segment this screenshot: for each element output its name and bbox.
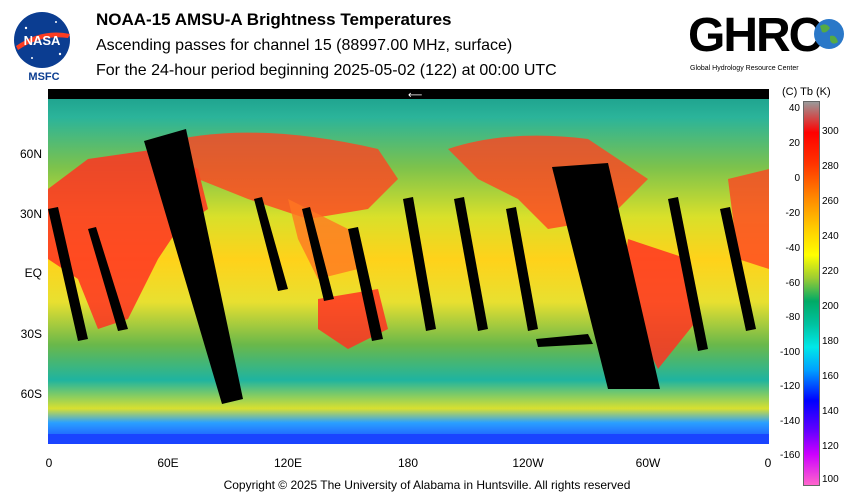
swath-gap (48, 207, 88, 341)
swath-gap (254, 197, 288, 291)
cb-celsius-tick: -140 (779, 416, 800, 427)
cb-kelvin-tick: 260 (822, 196, 839, 207)
land-asia (158, 132, 398, 219)
cb-kelvin-tick: 120 (822, 441, 839, 452)
cb-kelvin-tick: 160 (822, 371, 839, 382)
swath-gap (88, 227, 128, 331)
cb-celsius-tick: -80 (785, 312, 800, 323)
swath-gap (348, 227, 383, 341)
cb-kelvin-tick: 280 (822, 161, 839, 172)
colorbar (803, 101, 820, 486)
swath-gap (302, 207, 334, 301)
swath-gap (720, 207, 756, 331)
land-west-africa-east (728, 169, 769, 269)
swath-gap (403, 197, 436, 331)
cb-kelvin-tick: 180 (822, 336, 839, 347)
lat-label-60n: 60N (19, 147, 42, 161)
lon-label-60e: 60E (157, 456, 179, 470)
ghrc-logo-text: GHRC (688, 9, 823, 62)
swath-gap (506, 207, 538, 331)
ghrc-logo: GHRC Global Hydrology Resource Center (688, 8, 848, 76)
subtitle-channel: Ascending passes for channel 15 (88997.0… (96, 37, 513, 54)
cb-celsius-tick: 40 (788, 103, 800, 114)
globe-icon (814, 19, 844, 49)
lon-label-120w: 120W (512, 456, 544, 470)
cb-kelvin-tick: 240 (822, 231, 839, 242)
cb-celsius-tick: -120 (779, 381, 800, 392)
copyright-text: Copyright © 2025 The University of Alaba… (223, 478, 631, 492)
map-canvas: ⟵ (48, 89, 769, 444)
ghrc-subtitle: Global Hydrology Resource Center (690, 65, 799, 72)
cb-celsius-tick: -20 (785, 208, 800, 219)
page-title: NOAA-15 AMSU-A Brightness Temperatures (96, 10, 452, 29)
swath-gap (552, 163, 660, 389)
nasa-logo: NASA MSFC (12, 10, 74, 83)
cb-celsius-tick: -40 (785, 243, 800, 254)
cb-celsius-tick: 0 (794, 173, 800, 184)
brightness-temperature-map: ⟵ (48, 89, 769, 444)
colorbar-units: (C) Tb (K) (782, 86, 831, 98)
lat-label-30n: 30N (19, 207, 42, 221)
cb-kelvin-tick: 300 (822, 126, 839, 137)
cb-celsius-tick: -160 (779, 450, 800, 461)
cb-kelvin-tick: 140 (822, 406, 839, 417)
lat-label-eq: EQ (24, 266, 42, 280)
swath-gap (668, 197, 708, 351)
lon-label-0: 0 (45, 456, 53, 470)
nasa-logo-text: NASA (24, 33, 61, 48)
msfc-text: MSFC (28, 71, 59, 82)
lat-label-60s: 60S (20, 387, 42, 401)
cb-celsius-tick: -100 (779, 347, 800, 358)
swath-gap (454, 197, 488, 331)
lon-label-60w: 60W (635, 456, 661, 470)
lon-label-0-right: 0 (764, 456, 772, 470)
cb-kelvin-tick: 220 (822, 266, 839, 277)
cb-celsius-tick: -60 (785, 278, 800, 289)
subtitle-period: For the 24-hour period beginning 2025-05… (96, 62, 557, 79)
swath-gap (144, 129, 243, 404)
lat-label-30s: 30S (20, 327, 42, 341)
cb-kelvin-tick: 200 (822, 301, 839, 312)
svg-text:⟵: ⟵ (408, 90, 422, 101)
cb-kelvin-tick: 100 (822, 474, 839, 485)
lon-label-120e: 120E (273, 456, 303, 470)
lon-label-180: 180 (397, 456, 419, 470)
cb-celsius-tick: 20 (788, 138, 800, 149)
swath-gap (536, 334, 593, 347)
